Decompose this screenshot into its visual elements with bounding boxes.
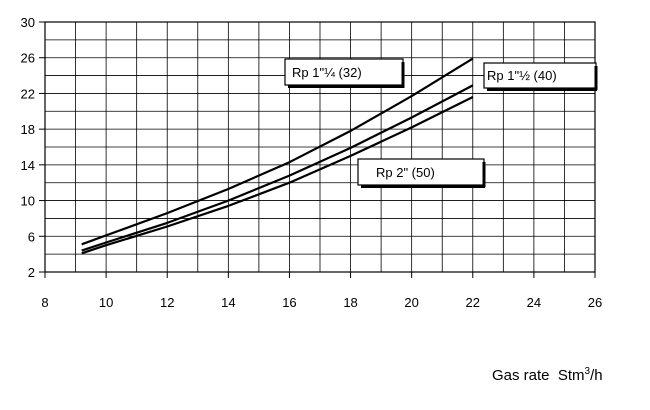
x-tick-label: 26	[588, 295, 602, 310]
series-line-2	[81, 96, 474, 255]
x-tick-label: 10	[99, 295, 113, 310]
x-tick-label: 14	[221, 295, 235, 310]
legend-box-rp-2: Rp 2" (50)	[357, 158, 486, 188]
y-tick-label: 2	[28, 265, 35, 280]
legend-box-rp-1-1-2: Rp 1"½ (40)	[483, 62, 598, 91]
x-tick-label: 16	[282, 295, 296, 310]
y-tick-label: 6	[28, 229, 35, 244]
series-line-0	[81, 57, 474, 246]
x-tick-label: 8	[41, 295, 48, 310]
y-tick-label: 10	[21, 194, 35, 209]
x-tick-label: 20	[404, 295, 418, 310]
x-tick-label: 12	[160, 295, 174, 310]
y-tick-label: 22	[21, 86, 35, 101]
y-tick-label: 18	[21, 122, 35, 137]
series-line-1	[81, 84, 474, 252]
series-lines	[81, 57, 474, 255]
legend-label-rp-1-1-2: Rp 1"½ (40)	[487, 68, 557, 83]
y-tick-label: 26	[21, 51, 35, 66]
legend-label-rp-1-1-4: Rp 1"¼ (32)	[292, 65, 362, 80]
y-tick-label: 14	[21, 158, 35, 173]
legend-box-rp-1-1-4: Rp 1"¼ (32)	[284, 58, 405, 88]
x-axis-label: Gas rate Stm3/h	[492, 366, 603, 384]
x-tick-label: 22	[466, 295, 480, 310]
y-tick-label: 30	[21, 15, 35, 30]
legend-label-rp-2: Rp 2" (50)	[376, 165, 435, 180]
x-tick-label: 24	[527, 295, 541, 310]
x-tick-label: 18	[343, 295, 357, 310]
plot-frame	[44, 21, 596, 273]
